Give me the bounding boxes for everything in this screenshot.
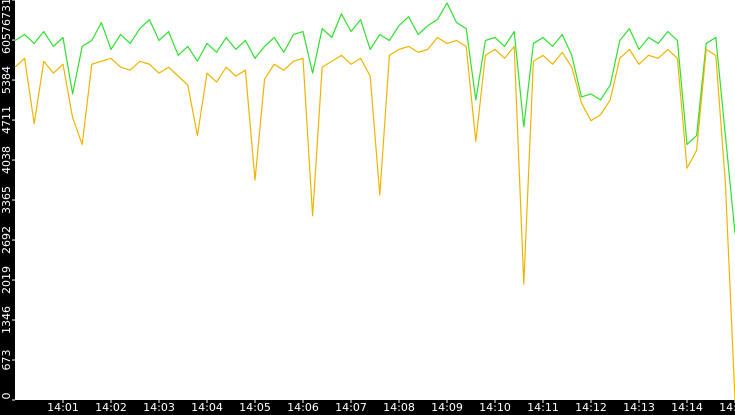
x-tick-label: 14:10: [479, 401, 511, 414]
x-tick-label: 14:03: [143, 401, 175, 414]
plot-area: [15, 0, 735, 400]
x-tick-label: 14:15: [719, 401, 735, 414]
x-tick-label: 14:07: [335, 401, 367, 414]
x-tick-label: 14:11: [527, 401, 559, 414]
series-line: [14, 2, 735, 234]
x-tick-label: 14:04: [191, 401, 223, 414]
x-tick-label: 14:02: [95, 401, 127, 414]
y-tick-label: 673: [0, 350, 13, 371]
x-tick-label: 14:06: [287, 401, 319, 414]
x-tick-label: 14:08: [383, 401, 415, 414]
series-line: [14, 36, 735, 401]
y-tick-label: 6731: [0, 0, 13, 26]
x-tick-label: 14:05: [239, 401, 271, 414]
x-tick-label: 14:14: [671, 401, 703, 414]
y-tick-label: 4711: [0, 106, 13, 134]
y-tick-label: 3365: [0, 186, 13, 214]
y-tick-label: 0: [0, 393, 13, 400]
y-tick-label: 2019: [0, 266, 13, 294]
x-tick-label: 14:13: [623, 401, 655, 414]
x-tick-label: 14:01: [47, 401, 79, 414]
x-tick-label: 14:12: [575, 401, 607, 414]
x-tick-label: 14:09: [431, 401, 463, 414]
y-tick-label: 2692: [0, 226, 13, 254]
y-tick-label: 6057: [0, 26, 13, 54]
y-tick-label: 1346: [0, 306, 13, 334]
y-tick-label: 5384: [0, 66, 13, 94]
y-tick-label: 4038: [0, 146, 13, 174]
